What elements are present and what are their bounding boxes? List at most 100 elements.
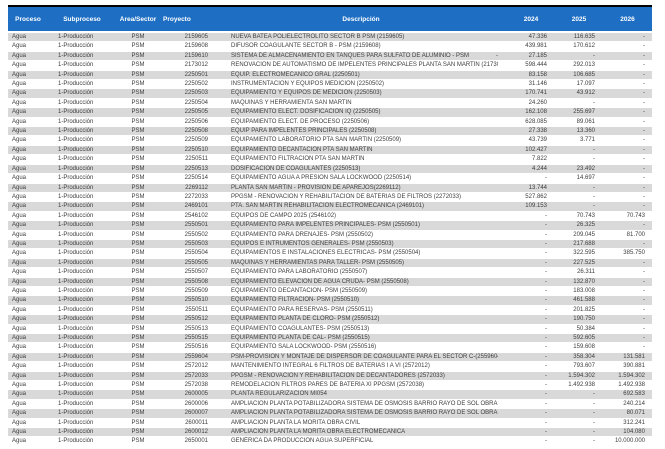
table-row[interactable]: Agua 1-Producción PSM 2600005 PLANTA REG… bbox=[8, 390, 652, 400]
cell-descripcion: EQUIPAMIENTO DECANTACION- PSM (2550509) bbox=[215, 287, 507, 295]
descripcion-text: EQUIPAMIENTO PARA RESERVAS- PSM (2550511… bbox=[231, 306, 373, 313]
cell-proyecto: 2600012 bbox=[184, 429, 208, 436]
table-row[interactable]: Agua 1-Producción PSM 2159610 SISTEMA DE… bbox=[8, 51, 652, 62]
cell-2025: 227.525 bbox=[573, 259, 595, 266]
table-row[interactable]: Agua 1-Producción PSM 2650001 GENÉRICA D… bbox=[8, 437, 652, 447]
table-row[interactable]: Agua 1-Producción PSM 2173012 RENOVACIÓN… bbox=[8, 61, 652, 71]
table-row[interactable]: Agua 1-Producción PSM 2546102 EQUIPOS DE… bbox=[8, 211, 652, 222]
cell-2025: - bbox=[593, 400, 595, 407]
cell-descripcion: EQUIPAMIENTO Y EQUIPOS DE MEDICION (2250… bbox=[215, 89, 507, 97]
table-row[interactable]: Agua 1-Producción PSM 2550513 EQUIPAMIEN… bbox=[8, 324, 652, 334]
cell-area-sector: PSM bbox=[131, 316, 145, 323]
cell-2026: - bbox=[643, 71, 645, 78]
descripcion-text: EQUIPAMIENTO FILTRACIÓN PTA SAN MARTIN bbox=[231, 156, 365, 163]
table-row[interactable]: Agua 1-Producción PSM 2269112 PLANTA SAN… bbox=[8, 183, 652, 193]
table-row[interactable]: Agua 1-Producción PSM 2550516 EQUIPAMIEN… bbox=[8, 343, 652, 353]
cell-proceso: Agua bbox=[12, 128, 27, 135]
cell-descripcion: EQUIPAMIENTO PARA LABORATORIO (2550507) bbox=[215, 268, 507, 276]
descripcion-text: PTA. SAN MARTIN REHABILITACION ELECTROME… bbox=[231, 203, 425, 210]
cell-proyecto: 2550513 bbox=[184, 325, 208, 332]
pre-2024-dash bbox=[498, 325, 507, 333]
cell-subproceso: 1-Producción bbox=[58, 109, 94, 116]
cell-subproceso: 1-Producción bbox=[58, 344, 94, 351]
cell-subproceso: 1-Producción bbox=[58, 429, 94, 436]
table-row[interactable]: Agua 1-Producción PSM 2250501 EQUIP. ELE… bbox=[8, 70, 652, 81]
cell-proyecto: 2250502 bbox=[184, 81, 208, 88]
cell-subproceso: 1-Producción bbox=[58, 43, 94, 50]
table-row[interactable]: Agua 1-Producción PSM 2550507 EQUIPAMIEN… bbox=[8, 268, 652, 278]
pre-2024-dash bbox=[498, 409, 507, 417]
pre-2024-dash bbox=[498, 146, 507, 154]
cell-proyecto: 2600011 bbox=[185, 419, 208, 426]
cell-subproceso: 1-Producción bbox=[58, 90, 94, 97]
table-row[interactable]: Agua 1-Producción PSM 2600012 AMPLIACIÓN… bbox=[8, 428, 652, 438]
cell-descripcion: PSM-PROVISION Y MONTAJE DE DISPERSOR DE … bbox=[215, 353, 507, 361]
cell-2024: 439.981 bbox=[525, 43, 547, 50]
cell-descripcion: EQUIP PARA IMPELENTES PRINCIPALES (22505… bbox=[215, 127, 507, 135]
cell-2025: 183.008 bbox=[573, 287, 595, 294]
table-row[interactable]: Agua 1-Producción PSM 2250511 EQUIPAMIEN… bbox=[8, 155, 652, 165]
table-row[interactable]: Agua 1-Producción PSM 2250510 EQUIPAMIEN… bbox=[8, 145, 652, 156]
table-row[interactable]: Agua 1-Producción PSM 2550501 EQUIPAMIEN… bbox=[8, 221, 652, 231]
table-row[interactable]: Agua 1-Producción PSM 2250505 EQUIPAMIEN… bbox=[8, 108, 652, 118]
table-row[interactable]: Agua 1-Producción PSM 2559604 PSM-PROVIS… bbox=[8, 352, 652, 363]
table-row[interactable]: Agua 1-Producción PSM 2250513 DOSIFICACI… bbox=[8, 164, 652, 175]
pre-2024-dash bbox=[498, 240, 507, 248]
cell-proyecto: 2550503 bbox=[184, 240, 208, 247]
cell-2025: 159.608 bbox=[573, 344, 595, 351]
cell-2025: 461.588 bbox=[573, 297, 595, 304]
cell-2025: 116.635 bbox=[573, 34, 595, 40]
table-row[interactable]: Agua 1-Producción PSM 2272033 PPGSM - RE… bbox=[8, 192, 652, 203]
cell-proceso: Agua bbox=[12, 99, 27, 106]
descripcion-text: EQUIPAMIENTO FILTRACION- PSM (2550510) bbox=[231, 297, 360, 304]
cell-2024: 109.153 bbox=[525, 203, 547, 210]
table-row[interactable]: Agua 1-Producción PSM 2550511 EQUIPAMIEN… bbox=[8, 305, 652, 316]
cell-area-sector: PSM bbox=[131, 71, 145, 78]
cell-descripcion: PLANTA SAN MARTIN - PROVISIÓN DE APAREJO… bbox=[215, 184, 507, 192]
table-row[interactable]: Agua 1-Producción PSM 2572012 MANTENIMIE… bbox=[8, 362, 652, 372]
table-row[interactable]: Agua 1-Producción PSM 2250509 EQUIPAMIEN… bbox=[8, 136, 652, 146]
table-row[interactable]: Agua 1-Producción PSM 2250502 INSTRUMENT… bbox=[8, 80, 652, 90]
table-row[interactable]: Agua 1-Producción PSM 2469101 PTA. SAN M… bbox=[8, 202, 652, 212]
table-row[interactable]: Agua 1-Producción PSM 2600006 AMPLIACIÓN… bbox=[8, 399, 652, 410]
table-row[interactable]: Agua 1-Producción PSM 2572038 REMODELACI… bbox=[8, 381, 652, 391]
cell-proyecto: 2250504 bbox=[184, 99, 208, 106]
cell-2025: 23.492 bbox=[576, 165, 595, 172]
table-row[interactable]: Agua 1-Producción PSM 2250514 EQUIPAMIEN… bbox=[8, 174, 652, 184]
pre-2024-dash bbox=[498, 419, 507, 427]
cell-2026: - bbox=[643, 128, 645, 135]
table-row[interactable]: Agua 1-Producción PSM 2550515 EQUIPAMIEN… bbox=[8, 334, 652, 344]
table-row[interactable]: Agua 1-Producción PSM 2600007 AMPLIACIÓN… bbox=[8, 409, 652, 419]
table-row[interactable]: Agua 1-Producción PSM 2159605 NUEVA BATE… bbox=[8, 33, 652, 43]
cell-area-sector: PSM bbox=[131, 353, 145, 360]
table-row[interactable]: Agua 1-Producción PSM 2600011 AMPLIACIÓN… bbox=[8, 418, 652, 429]
cell-descripcion: EQUIPOS E INTRUMENTOS GENERALES- PSM (25… bbox=[215, 240, 507, 248]
cell-proyecto: 2550502 bbox=[184, 231, 208, 238]
table-row[interactable]: Agua 1-Producción PSM 2250508 EQUIP PARA… bbox=[8, 127, 652, 137]
table-row[interactable]: Agua 1-Producción PSM 2550508 EQUIPAMIEN… bbox=[8, 277, 652, 287]
table-row[interactable]: Agua 1-Producción PSM 2550512 EQUIPAMIEN… bbox=[8, 315, 652, 325]
pre-2024-dash bbox=[498, 306, 507, 314]
table-row[interactable]: Agua 1-Producción PSM 2550509 EQUIPAMIEN… bbox=[8, 286, 652, 297]
cell-2024: - bbox=[545, 438, 547, 445]
cell-2024: - bbox=[545, 306, 547, 313]
descripcion-text: EQUIPAMIENTOS E INSTALACIONES ELECTRICAS… bbox=[231, 250, 421, 257]
table-row[interactable]: Agua 1-Producción PSM 2550510 EQUIPAMIEN… bbox=[8, 296, 652, 306]
table-row[interactable]: Agua 1-Producción PSM 2550505 MAQUINAS Y… bbox=[8, 258, 652, 269]
table-row[interactable]: Agua 1-Producción PSM 2550502 EQUIPAMIEN… bbox=[8, 230, 652, 240]
cell-proyecto: 2550501 bbox=[184, 222, 208, 229]
pre-2024-dash bbox=[498, 136, 507, 144]
table-row[interactable]: Agua 1-Producción PSM 2159608 DIFUSOR CO… bbox=[8, 42, 652, 52]
descripcion-text: EQUIPAMIENTO PARA DRENAJES- PSM (2550502… bbox=[231, 231, 374, 238]
cell-proceso: Agua bbox=[12, 212, 27, 219]
table-row[interactable]: Agua 1-Producción PSM 2550504 EQUIPAMIEN… bbox=[8, 249, 652, 259]
table-row[interactable]: Agua 1-Producción PSM 2250504 MAQUINAS Y… bbox=[8, 98, 652, 109]
cell-2026: - bbox=[643, 325, 645, 332]
cell-proceso: Agua bbox=[12, 316, 27, 323]
table-row[interactable]: Agua 1-Producción PSM 2250503 EQUIPAMIEN… bbox=[8, 89, 652, 99]
table-row[interactable]: Agua 1-Producción PSM 2572033 PPGSM - RE… bbox=[8, 371, 652, 382]
cell-2024: - bbox=[545, 400, 547, 407]
table-row[interactable]: Agua 1-Producción PSM 2550503 EQUIPOS E … bbox=[8, 239, 652, 250]
cell-subproceso: 1-Producción bbox=[58, 193, 94, 200]
table-row[interactable]: Agua 1-Producción PSM 2250506 EQUIPAMIEN… bbox=[8, 117, 652, 128]
